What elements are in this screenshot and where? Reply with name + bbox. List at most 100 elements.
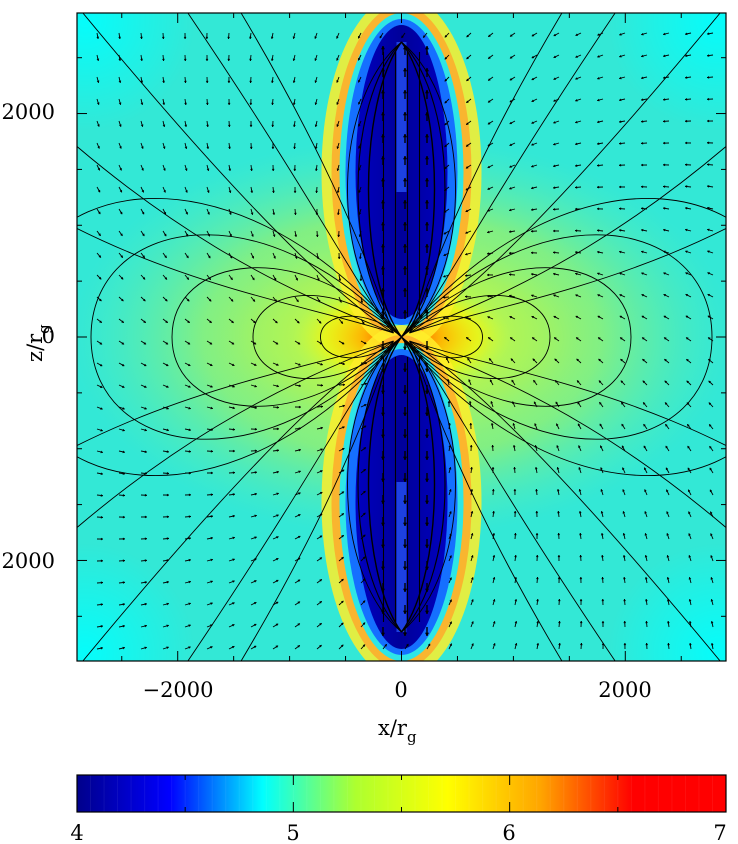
velocity-arrowhead	[424, 265, 430, 270]
velocity-arrowhead	[99, 320, 103, 323]
velocity-arrowhead	[558, 642, 561, 646]
velocity-arrowhead	[706, 75, 710, 79]
velocity-arrowhead	[530, 143, 534, 146]
velocity-arrowhead	[557, 510, 560, 514]
velocity-arrowhead	[185, 190, 188, 193]
velocity-arrowhead	[380, 368, 386, 373]
velocity-arrowhead	[254, 427, 258, 431]
velocity-arrowhead	[297, 535, 301, 539]
velocity-arrowhead	[492, 576, 496, 580]
velocity-arrowhead	[662, 185, 666, 189]
velocity-arrowhead	[491, 444, 495, 448]
velocity-arrowhead	[640, 141, 644, 145]
velocity-arrowhead	[358, 234, 362, 238]
velocity-arrowhead	[402, 566, 408, 571]
field-line-open-4	[409, 340, 726, 446]
velocity-arrowhead	[99, 341, 103, 345]
velocity-arrowhead	[276, 449, 280, 452]
velocity-arrowhead	[643, 445, 647, 449]
velocity-arrowhead	[487, 165, 491, 169]
velocity-arrowhead	[297, 623, 301, 626]
velocity-arrowhead	[314, 146, 318, 150]
velocity-arrowhead	[340, 644, 344, 648]
velocity-arrowhead	[491, 488, 495, 492]
velocity-arrowhead	[599, 401, 602, 405]
velocity-arrowhead	[424, 221, 430, 226]
velocity-arrowhead	[424, 309, 430, 314]
velocity-arrowhead	[188, 602, 192, 606]
velocity-arrowhead	[342, 404, 346, 408]
velocity-arrowhead	[575, 55, 578, 58]
velocity-arrowhead	[250, 212, 254, 216]
velocity-arrowhead	[232, 471, 236, 475]
velocity-arrowhead	[536, 598, 539, 602]
velocity-arrowhead	[536, 620, 540, 624]
velocity-arrowhead	[578, 445, 581, 448]
velocity-arrowhead	[709, 445, 712, 449]
velocity-arrowhead	[206, 124, 209, 128]
heatmap-plot	[77, 13, 726, 661]
velocity-arrowhead	[623, 598, 627, 602]
velocity-arrowhead	[362, 600, 366, 604]
velocity-arrowhead	[424, 45, 430, 50]
velocity-arrowhead	[465, 187, 469, 191]
velocity-arrowhead	[509, 165, 512, 168]
velocity-arrowhead	[380, 390, 386, 395]
velocity-arrowhead	[100, 450, 104, 454]
velocity-arrowhead	[464, 274, 468, 277]
jet-boundary-line-1	[357, 336, 402, 633]
velocity-arrowhead	[141, 168, 144, 171]
field-loop-r-1	[401, 294, 551, 380]
velocity-arrowhead	[662, 141, 666, 145]
velocity-arrowhead	[599, 423, 603, 427]
velocity-arrowhead	[380, 566, 386, 571]
velocity-arrowhead	[706, 185, 710, 188]
velocity-arrowhead	[509, 77, 513, 81]
velocity-arrowhead	[271, 168, 275, 172]
field-line-open-0	[82, 340, 394, 661]
velocity-arrowhead	[227, 102, 231, 106]
velocity-arrowhead	[164, 298, 168, 302]
velocity-arrowhead	[205, 102, 209, 106]
velocity-arrowhead	[205, 58, 209, 62]
velocity-arrowhead	[166, 537, 170, 540]
velocity-arrowhead	[512, 422, 516, 426]
velocity-arrowhead	[596, 164, 600, 167]
velocity-arrowhead	[667, 642, 670, 646]
velocity-arrowhead	[640, 185, 644, 189]
velocity-arrowhead	[449, 577, 452, 581]
velocity-arrowhead	[362, 490, 366, 494]
velocity-arrowhead	[254, 536, 258, 540]
velocity-arrowhead	[530, 294, 534, 298]
velocity-arrowhead	[448, 510, 452, 514]
velocity-arrowhead	[96, 58, 100, 62]
velocity-arrowhead	[232, 580, 236, 583]
velocity-arrowhead	[275, 601, 279, 605]
velocity-arrowhead	[358, 101, 361, 105]
velocity-arrowhead	[184, 146, 188, 150]
velocity-arrowhead	[120, 298, 124, 302]
velocity-arrowhead	[618, 163, 622, 167]
velocity-arrowhead	[424, 566, 430, 571]
velocity-arrowhead	[254, 514, 258, 518]
velocity-arrowhead	[487, 337, 491, 340]
velocity-arrowhead	[424, 346, 430, 351]
velocity-arrowhead	[232, 536, 236, 540]
velocity-arrowhead	[666, 576, 670, 580]
velocity-arrowhead	[684, 141, 688, 145]
velocity-arrowhead	[706, 206, 710, 210]
velocity-arrowhead	[141, 189, 144, 193]
velocity-arrowhead	[622, 554, 626, 558]
velocity-arrowhead	[320, 383, 324, 387]
velocity-arrowhead	[166, 450, 170, 453]
velocity-arrowhead	[662, 76, 666, 80]
velocity-arrowhead	[688, 598, 692, 602]
velocity-arrowhead	[531, 316, 535, 319]
velocity-arrowhead	[644, 510, 648, 514]
velocity-arrowhead	[142, 276, 146, 280]
velocity-arrowhead	[272, 212, 276, 216]
velocity-arrowhead	[574, 164, 578, 168]
velocity-arrowhead	[710, 511, 713, 515]
velocity-arrowhead	[402, 522, 408, 527]
velocity-arrowhead	[597, 337, 601, 340]
